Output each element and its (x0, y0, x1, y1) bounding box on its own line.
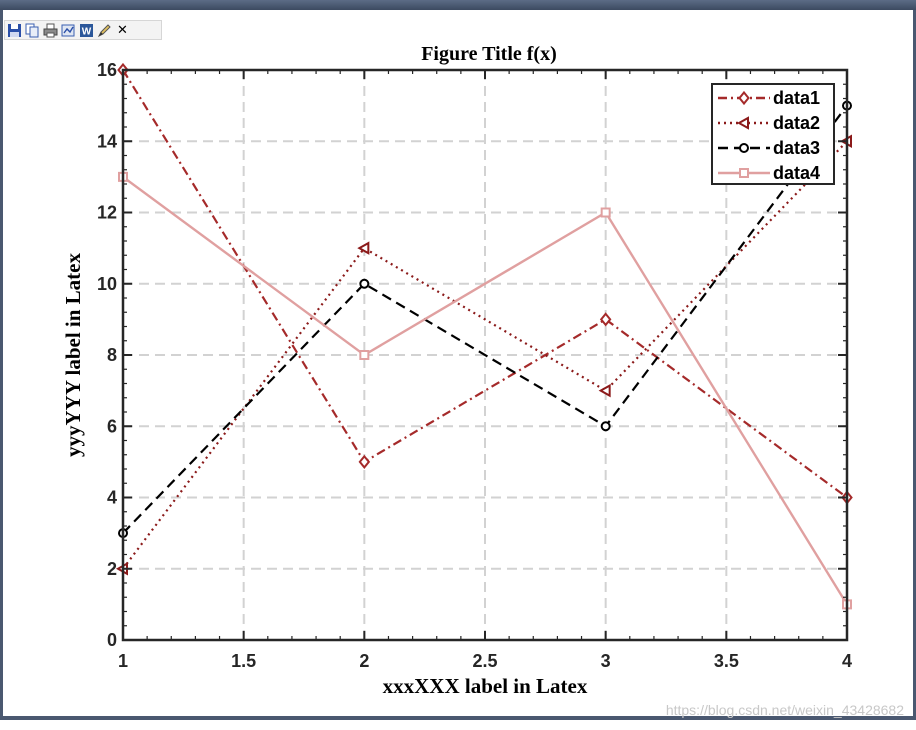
legend-label-data2: data2 (773, 113, 820, 133)
edit-icon[interactable] (97, 23, 112, 38)
y-tick-label: 12 (97, 203, 117, 223)
chart-title: Figure Title f(x) (421, 43, 557, 65)
data-point-data4 (359, 350, 370, 360)
data-point-data3 (359, 278, 370, 289)
x-tick-label: 2 (359, 651, 369, 671)
export-icon[interactable] (61, 23, 76, 38)
data-point-data3 (600, 421, 611, 432)
svg-text:W: W (82, 26, 92, 37)
close-icon[interactable]: ✕ (117, 22, 128, 38)
legend-marker-data4 (739, 168, 749, 178)
y-tick-label: 2 (107, 559, 117, 579)
legend-marker-data1 (738, 90, 750, 106)
data-point-data1 (358, 454, 371, 469)
y-tick-label: 8 (107, 345, 117, 365)
print-icon[interactable] (43, 23, 58, 38)
page-below-window (0, 720, 916, 730)
x-tick-label: 3 (601, 651, 611, 671)
legend-label-data4: data4 (773, 163, 820, 183)
legend-label-data3: data3 (773, 138, 820, 158)
copy-icon[interactable] (25, 23, 40, 38)
x-tick-label: 2.5 (472, 651, 497, 671)
series-line-data4 (122, 175, 849, 606)
x-axis-label: xxxXXX label in Latex (383, 674, 588, 698)
figure-toolbar: W ✕ (0, 10, 916, 40)
window-left-border (0, 10, 3, 716)
legend-marker-data2 (736, 116, 749, 130)
window-title-bar (0, 0, 916, 10)
x-tick-label: 1 (118, 651, 128, 671)
y-tick-label: 16 (97, 60, 117, 80)
legend-label-data1: data1 (773, 88, 820, 108)
y-axis-label: yyyYYY label in Latex (61, 253, 85, 457)
legend-box (711, 83, 835, 185)
x-tick-label: 4 (842, 651, 852, 671)
x-tick-label: 1.5 (231, 651, 256, 671)
save-icon[interactable] (7, 23, 22, 38)
y-tick-label: 10 (97, 274, 117, 294)
x-tick-label: 3.5 (714, 651, 739, 671)
watermark-text: https://blog.csdn.net/weixin_43428682 (665, 702, 904, 718)
data-point-data1 (599, 312, 612, 327)
toolbar-strip: W ✕ (4, 20, 162, 40)
data-point-data4 (600, 207, 611, 218)
word-icon[interactable]: W (79, 23, 94, 38)
y-tick-label: 14 (97, 131, 117, 151)
legend-marker-data3 (739, 143, 749, 153)
data-point-data2 (357, 241, 370, 255)
window-bottom-border (0, 716, 916, 720)
legend: data1 data2 data3 data4 (711, 83, 835, 185)
window-right-border (913, 10, 916, 716)
y-tick-label: 6 (107, 416, 117, 436)
series-line-data2 (122, 140, 848, 570)
series-line-data3 (122, 104, 848, 534)
data-point-data2 (598, 383, 611, 398)
y-tick-label: 0 (107, 630, 117, 650)
axes: 1 1.5 2 2.5 3 3.5 4 0 2 4 6 8 10 12 14 16 (97, 60, 852, 671)
y-tick-label: 4 (107, 488, 117, 508)
